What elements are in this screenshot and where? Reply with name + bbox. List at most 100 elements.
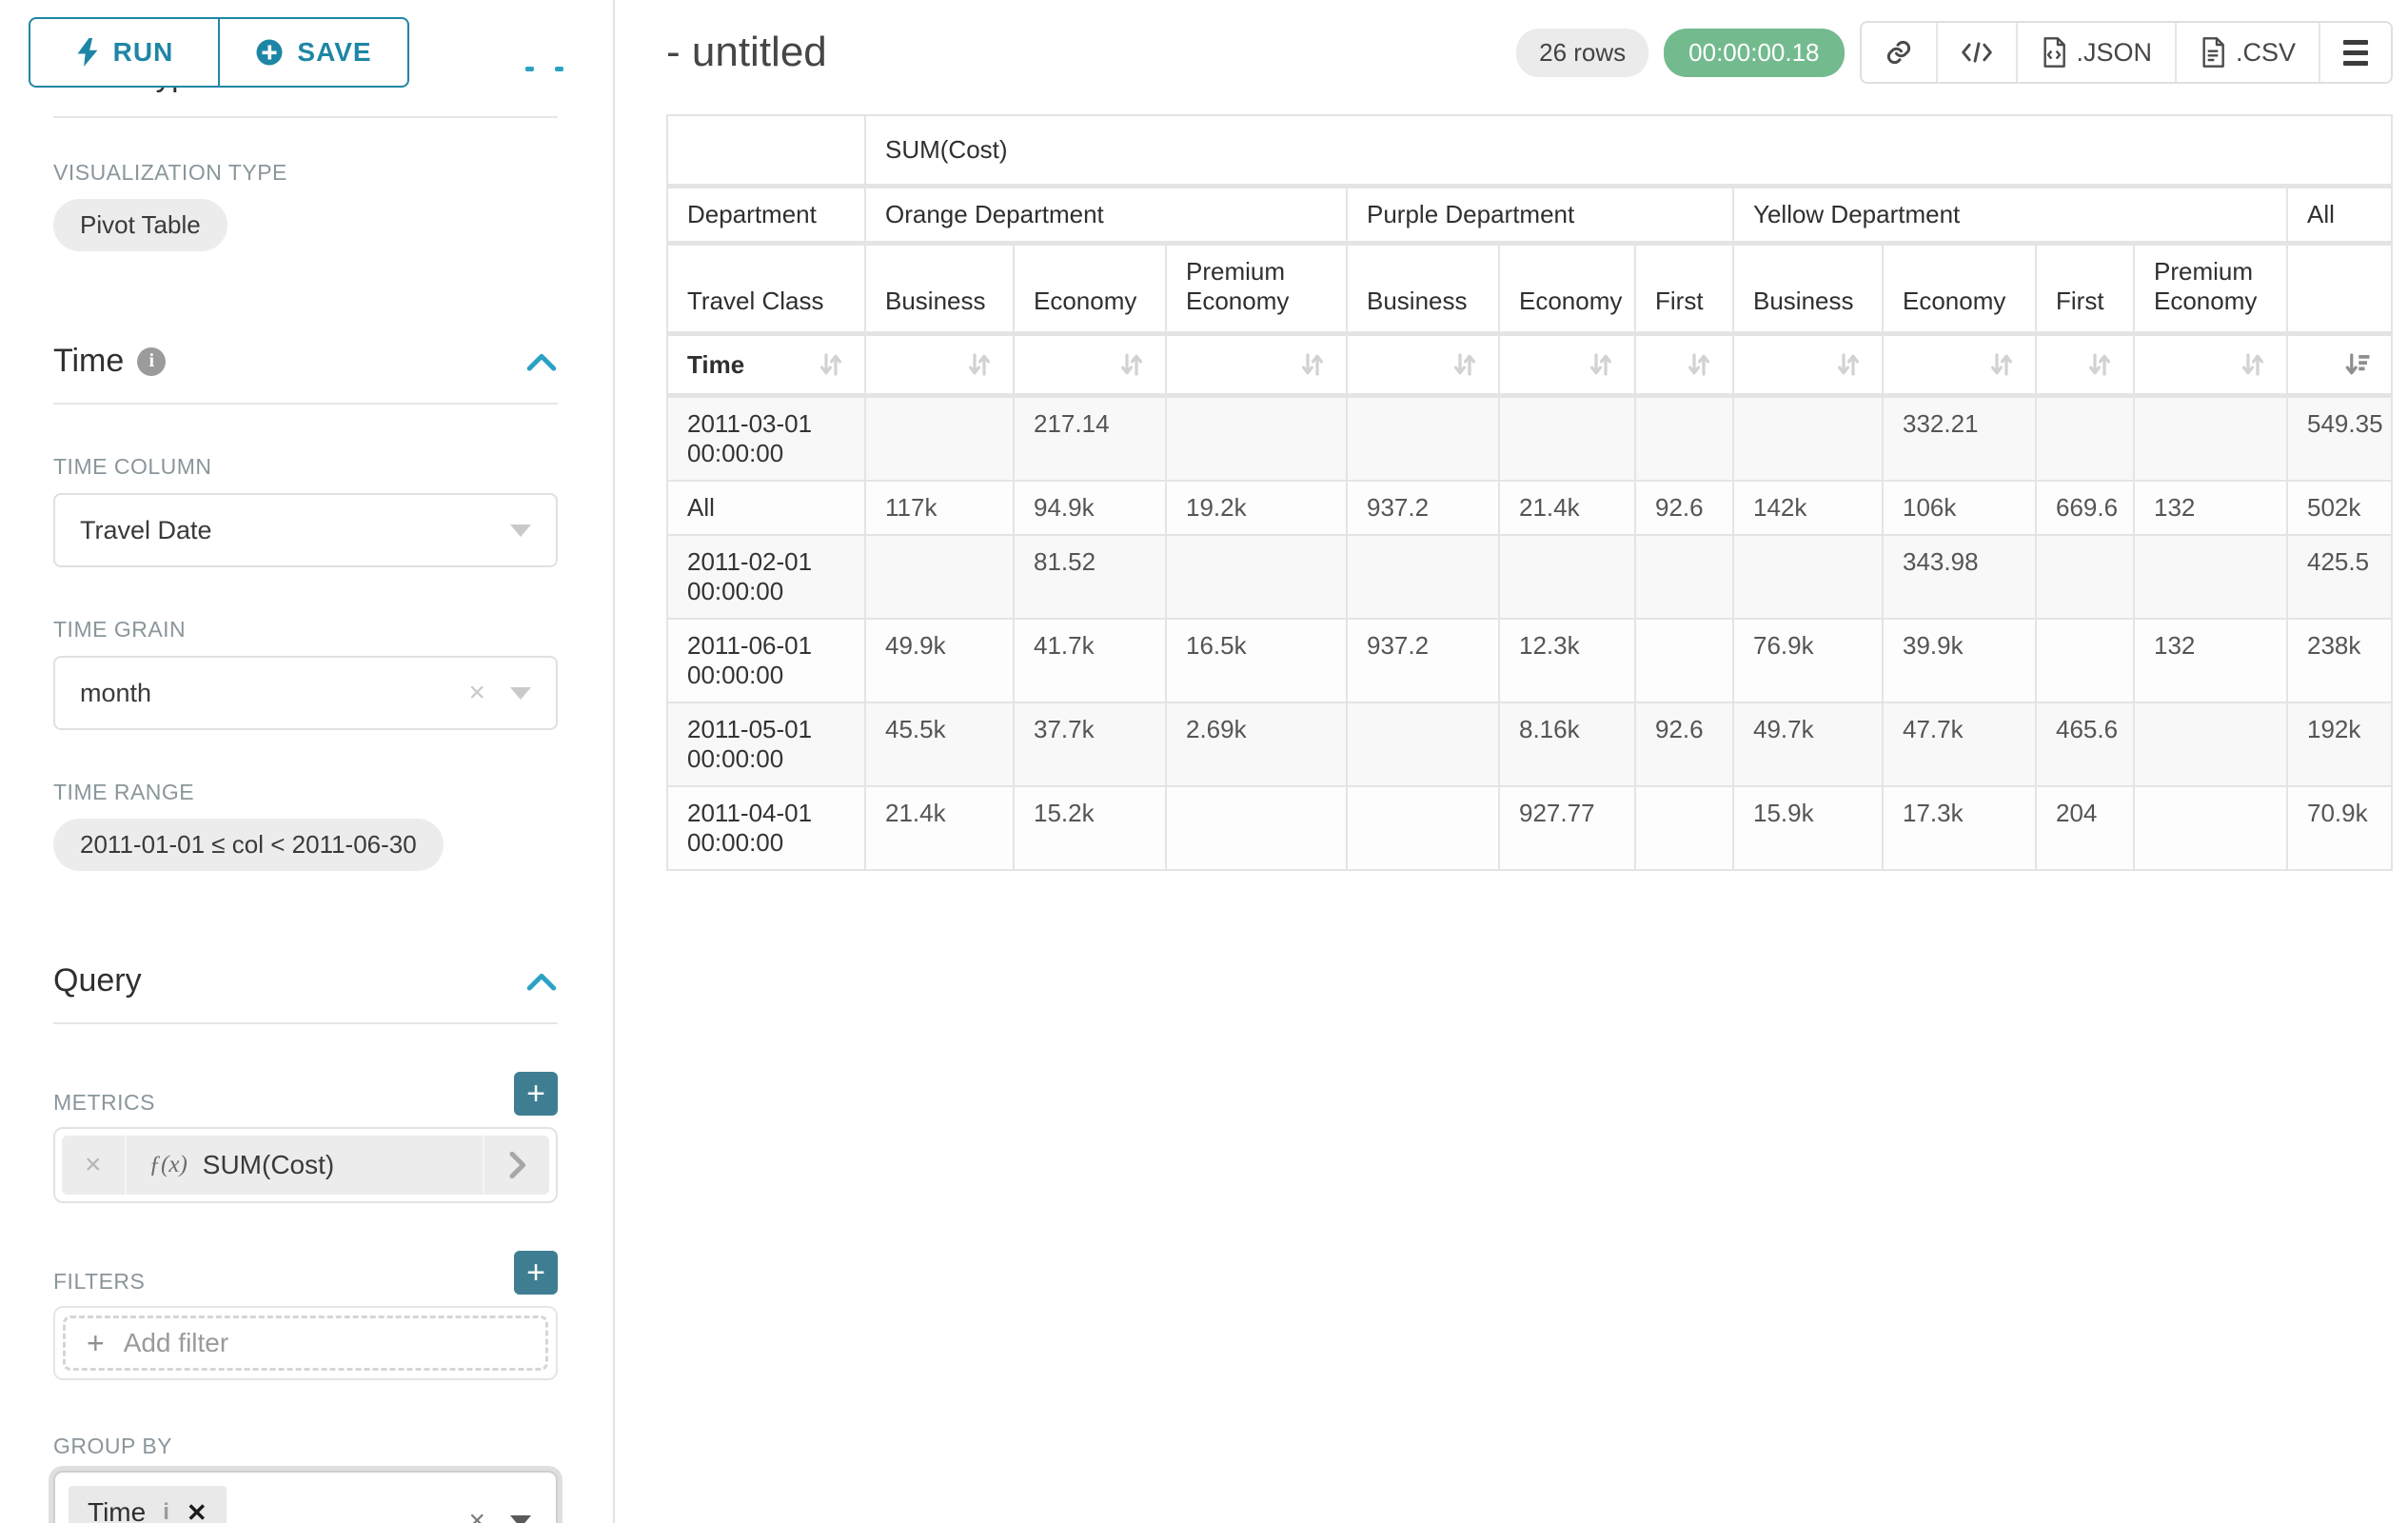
travel-class-header-row: Travel Class Business Economy Premium Ec… bbox=[666, 242, 2394, 336]
column-sort-header[interactable] bbox=[1013, 332, 1167, 398]
sort-icon[interactable] bbox=[2085, 350, 2114, 379]
column-sort-header[interactable] bbox=[2035, 332, 2135, 398]
sort-icon[interactable] bbox=[1987, 350, 2016, 379]
table-row: 2011-05-01 00:00:00 45.5k 37.7k 2.69k 8.… bbox=[666, 702, 2394, 787]
column-sort-header[interactable] bbox=[1346, 332, 1500, 398]
class-header: First bbox=[1634, 242, 1734, 336]
sort-icon[interactable] bbox=[965, 350, 994, 379]
chevron-right-icon[interactable] bbox=[483, 1136, 549, 1195]
sort-icon[interactable] bbox=[1685, 350, 1713, 379]
group-header-purple: Purple Department bbox=[1346, 185, 1734, 246]
cell: 937.2 bbox=[1346, 480, 1500, 536]
remove-tag-icon[interactable]: ✕ bbox=[186, 1497, 207, 1523]
cell: 92.6 bbox=[1634, 702, 1734, 787]
cell: 465.6 bbox=[2035, 702, 2135, 787]
chart-title[interactable]: - untitled bbox=[666, 29, 827, 75]
cell: 17.3k bbox=[1882, 785, 2037, 871]
column-sort-header[interactable] bbox=[1165, 332, 1348, 398]
sort-icon[interactable] bbox=[2239, 350, 2267, 379]
metric-value: SUM(Cost) bbox=[202, 1150, 335, 1179]
metric-chip[interactable]: × ƒ(x) SUM(Cost) bbox=[62, 1136, 549, 1195]
cell: 41.7k bbox=[1013, 618, 1167, 703]
chevron-up-icon[interactable] bbox=[525, 970, 558, 993]
cell bbox=[1498, 394, 1636, 482]
column-sort-header[interactable] bbox=[1882, 332, 2037, 398]
cell: 132 bbox=[2133, 618, 2288, 703]
export-json-button[interactable]: .JSON bbox=[2017, 23, 2178, 82]
group-header-orange: Orange Department bbox=[864, 185, 1348, 246]
filters-container: + Add filter bbox=[53, 1306, 558, 1380]
sort-icon[interactable] bbox=[817, 350, 845, 379]
function-icon: ƒ(x) bbox=[148, 1152, 188, 1177]
column-sort-header[interactable] bbox=[1498, 332, 1636, 398]
visualization-type-label: VISUALIZATION TYPE bbox=[53, 160, 287, 185]
time-column-select[interactable]: Travel Date bbox=[53, 493, 558, 567]
time-grain-value: month bbox=[80, 678, 152, 707]
group-header-all: All bbox=[2285, 185, 2394, 246]
time-section-title: Time bbox=[53, 343, 125, 379]
sort-descending-active-icon[interactable] bbox=[2343, 350, 2372, 379]
cell bbox=[1732, 394, 1884, 482]
cell bbox=[1346, 702, 1500, 787]
sort-icon[interactable] bbox=[1834, 350, 1863, 379]
time-range-value[interactable]: 2011-01-01 ≤ col < 2011-06-30 bbox=[53, 819, 444, 871]
chart-main-area: - untitled 26 rows 00:00:00.18 .JSON bbox=[615, 0, 2408, 1523]
cell: 21.4k bbox=[1498, 480, 1636, 536]
more-options-button[interactable] bbox=[2320, 23, 2392, 82]
cell: 217.14 bbox=[1013, 394, 1167, 482]
query-section-header: Query bbox=[53, 962, 558, 999]
view-query-button[interactable] bbox=[1937, 23, 2018, 82]
cell bbox=[2035, 534, 2135, 620]
cell: 117k bbox=[864, 480, 1015, 536]
sort-icon[interactable] bbox=[1117, 350, 1146, 379]
cell: 2.69k bbox=[1165, 702, 1348, 787]
class-header: Economy bbox=[1498, 242, 1636, 336]
add-filter-plus-button[interactable]: + bbox=[514, 1251, 558, 1295]
info-icon: i bbox=[137, 346, 167, 376]
column-sort-header[interactable] bbox=[1634, 332, 1734, 398]
group-by-tag-time[interactable]: Time i ✕ bbox=[69, 1486, 227, 1523]
csv-file-icon bbox=[2202, 37, 2224, 68]
column-sort-header[interactable] bbox=[1732, 332, 1884, 398]
row-count-badge: 26 rows bbox=[1516, 28, 1649, 77]
visualization-type-value[interactable]: Pivot Table bbox=[53, 199, 227, 251]
save-button-label: SAVE bbox=[297, 37, 372, 67]
add-metric-button[interactable]: + bbox=[514, 1072, 558, 1116]
travel-class-dim-label: Travel Class bbox=[666, 242, 866, 336]
cell: 39.9k bbox=[1882, 618, 2037, 703]
cell: 669.6 bbox=[2035, 480, 2135, 536]
caret-down-icon bbox=[510, 524, 531, 537]
sort-icon[interactable] bbox=[1298, 350, 1327, 379]
clear-icon[interactable]: × bbox=[468, 677, 485, 708]
time-column-value: Travel Date bbox=[80, 515, 212, 544]
section-divider bbox=[53, 116, 558, 118]
sort-icon[interactable] bbox=[1587, 350, 1615, 379]
export-csv-button[interactable]: .CSV bbox=[2177, 23, 2321, 82]
time-sort-header[interactable]: Time bbox=[666, 332, 866, 398]
cell bbox=[2133, 785, 2288, 871]
table-row: 2011-06-01 00:00:00 49.9k 41.7k 16.5k 93… bbox=[666, 618, 2394, 703]
cell: 21.4k bbox=[864, 785, 1015, 871]
run-button-label: RUN bbox=[112, 37, 174, 67]
add-filter-button[interactable]: + Add filter bbox=[63, 1315, 548, 1371]
cell: 70.9k bbox=[2285, 785, 2394, 871]
share-link-button[interactable] bbox=[1861, 23, 1938, 82]
remove-metric-icon[interactable]: × bbox=[62, 1136, 127, 1195]
clear-icon[interactable]: × bbox=[468, 1505, 485, 1523]
column-sort-header[interactable] bbox=[864, 332, 1015, 398]
query-section-title: Query bbox=[53, 962, 142, 999]
cell: 332.21 bbox=[1882, 394, 2037, 482]
table-row: 2011-02-01 00:00:00 81.52 343.98 425.5 bbox=[666, 534, 2394, 620]
cell: 76.9k bbox=[1732, 618, 1884, 703]
table-row: All 117k 94.9k 19.2k 937.2 21.4k 92.6 14… bbox=[666, 480, 2394, 536]
cell bbox=[1732, 534, 1884, 620]
group-by-select[interactable]: Time i ✕ × bbox=[53, 1471, 558, 1523]
run-button[interactable]: RUN bbox=[29, 17, 219, 88]
save-button[interactable]: SAVE bbox=[219, 17, 409, 88]
time-grain-select[interactable]: month × bbox=[53, 656, 558, 730]
chevron-up-icon[interactable] bbox=[525, 350, 558, 373]
sort-icon[interactable] bbox=[1451, 350, 1479, 379]
all-column-sort-header-active[interactable] bbox=[2285, 332, 2394, 398]
column-sort-header[interactable] bbox=[2133, 332, 2288, 398]
cell: 106k bbox=[1882, 480, 2037, 536]
